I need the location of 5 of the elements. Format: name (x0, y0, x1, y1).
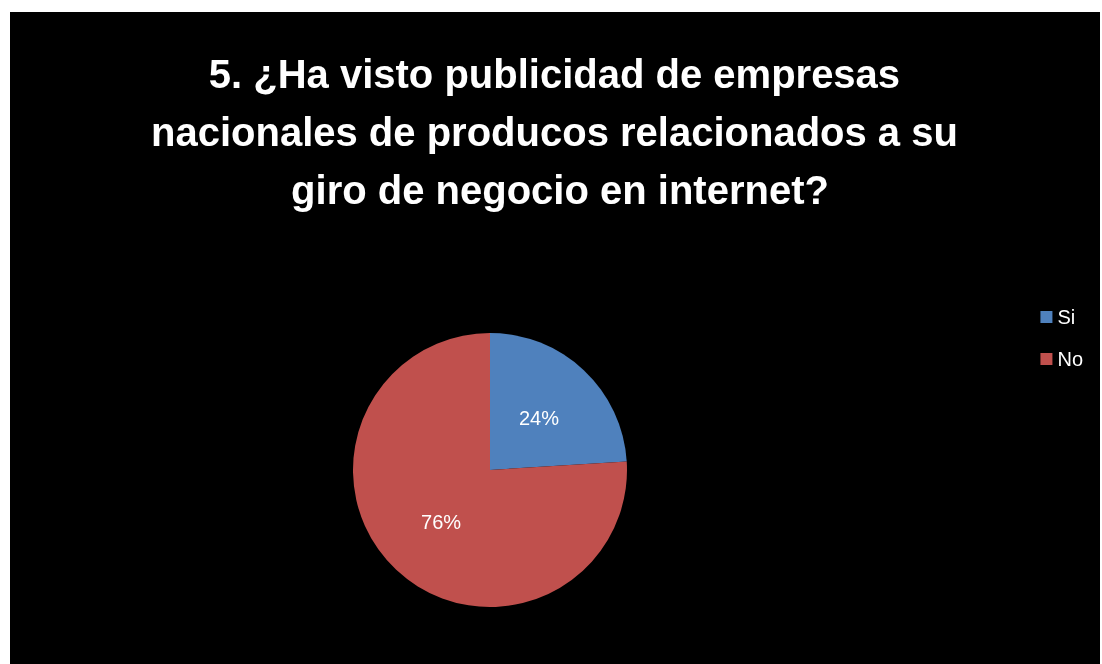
data-label: 76% (421, 511, 462, 534)
data-label: 24% (518, 406, 560, 429)
legend-label: Si (1057, 306, 1076, 328)
chart-title: 5. ¿Ha visto publicidad de empresas nacionales de producos relacionados a su giro de negocio en internet? (150, 52, 970, 212)
legend-label: No (1057, 348, 1084, 370)
